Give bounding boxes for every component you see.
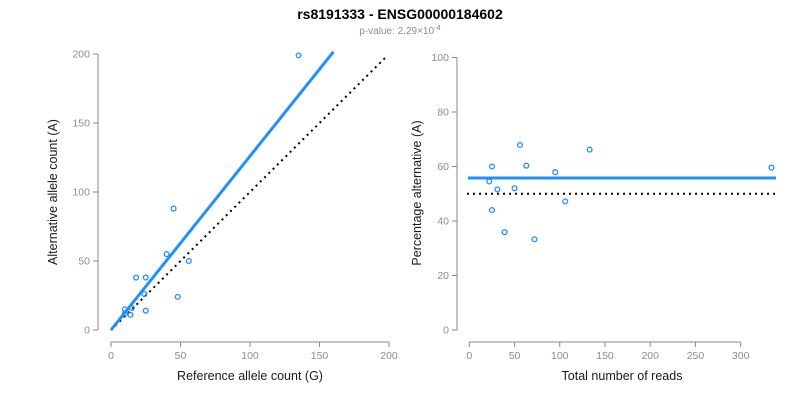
data-point — [141, 291, 148, 298]
data-point — [768, 164, 775, 171]
y-tick-label: 60 — [437, 161, 449, 173]
data-point — [142, 274, 149, 281]
pvalue-text: p-value: 2.29×10 — [359, 26, 434, 37]
data-point — [488, 163, 495, 170]
x-tick-label: 250 — [687, 350, 705, 362]
data-point — [295, 52, 302, 59]
data-point — [486, 178, 493, 185]
data-point — [511, 185, 518, 192]
data-point — [185, 257, 192, 265]
y-tick-label: 100 — [431, 52, 449, 64]
x-tick-label: 150 — [311, 350, 329, 362]
pvalue-exponent: -4 — [434, 23, 441, 32]
data-point — [488, 207, 495, 214]
data-point — [128, 304, 135, 311]
data-point — [142, 307, 149, 314]
identity-line — [110, 54, 389, 331]
y-tick-label: 20 — [437, 270, 449, 282]
y-tick-label: 80 — [437, 107, 449, 119]
data-point — [121, 310, 128, 317]
x-tick-label: 300 — [732, 350, 750, 362]
y-tick-label: 200 — [72, 49, 90, 61]
x-tick-label: 50 — [509, 350, 521, 362]
x-tick-label: 0 — [108, 350, 114, 362]
x-axis-title: Reference allele count (G) — [177, 369, 323, 383]
y-tick-label: 40 — [437, 216, 449, 228]
x-tick-label: 100 — [241, 350, 259, 362]
x-tick-label: 0 — [466, 350, 472, 362]
data-point — [523, 162, 530, 169]
x-tick-label: 200 — [641, 350, 659, 362]
x-tick-label: 150 — [596, 350, 614, 362]
x-tick-label: 100 — [551, 350, 569, 362]
data-point — [494, 186, 501, 193]
y-tick-label: 0 — [84, 325, 90, 337]
left-scatter-chart: 0 50 100 150 200 0 50 100 150 200 Reference allele… — [46, 49, 398, 384]
data-point — [132, 274, 140, 281]
data-point — [163, 251, 170, 258]
data-point — [562, 198, 569, 205]
data-point — [552, 169, 559, 176]
data-point — [174, 293, 181, 300]
y-tick-label: 100 — [72, 187, 90, 199]
y-tick-label: 150 — [72, 118, 90, 130]
data-point — [516, 141, 524, 149]
y-axis-title: Percentage alternative (A) — [410, 120, 424, 265]
page-title: rs8191333 - ENSG00000184602 — [297, 6, 503, 22]
pvalue-subtitle: p-value: 2.29×10-4 — [359, 23, 440, 37]
y-axis-title: Alternative allele count (A) — [46, 119, 60, 265]
y-tick-label: 50 — [78, 256, 90, 268]
data-point — [121, 306, 128, 313]
data-point — [127, 311, 134, 318]
data-point — [531, 236, 538, 243]
data-point — [501, 229, 508, 236]
data-point — [586, 146, 593, 153]
right-scatter-chart: 0 20 40 60 80 100 0 50 100 150 200 250 300 Total numb… — [410, 52, 776, 383]
y-tick-label: 0 — [443, 325, 449, 337]
data-point — [170, 205, 177, 212]
x-tick-label: 50 — [175, 350, 187, 362]
regression-line — [109, 50, 335, 331]
x-tick-label: 200 — [380, 350, 398, 362]
x-axis-title: Total number of reads — [562, 369, 683, 383]
